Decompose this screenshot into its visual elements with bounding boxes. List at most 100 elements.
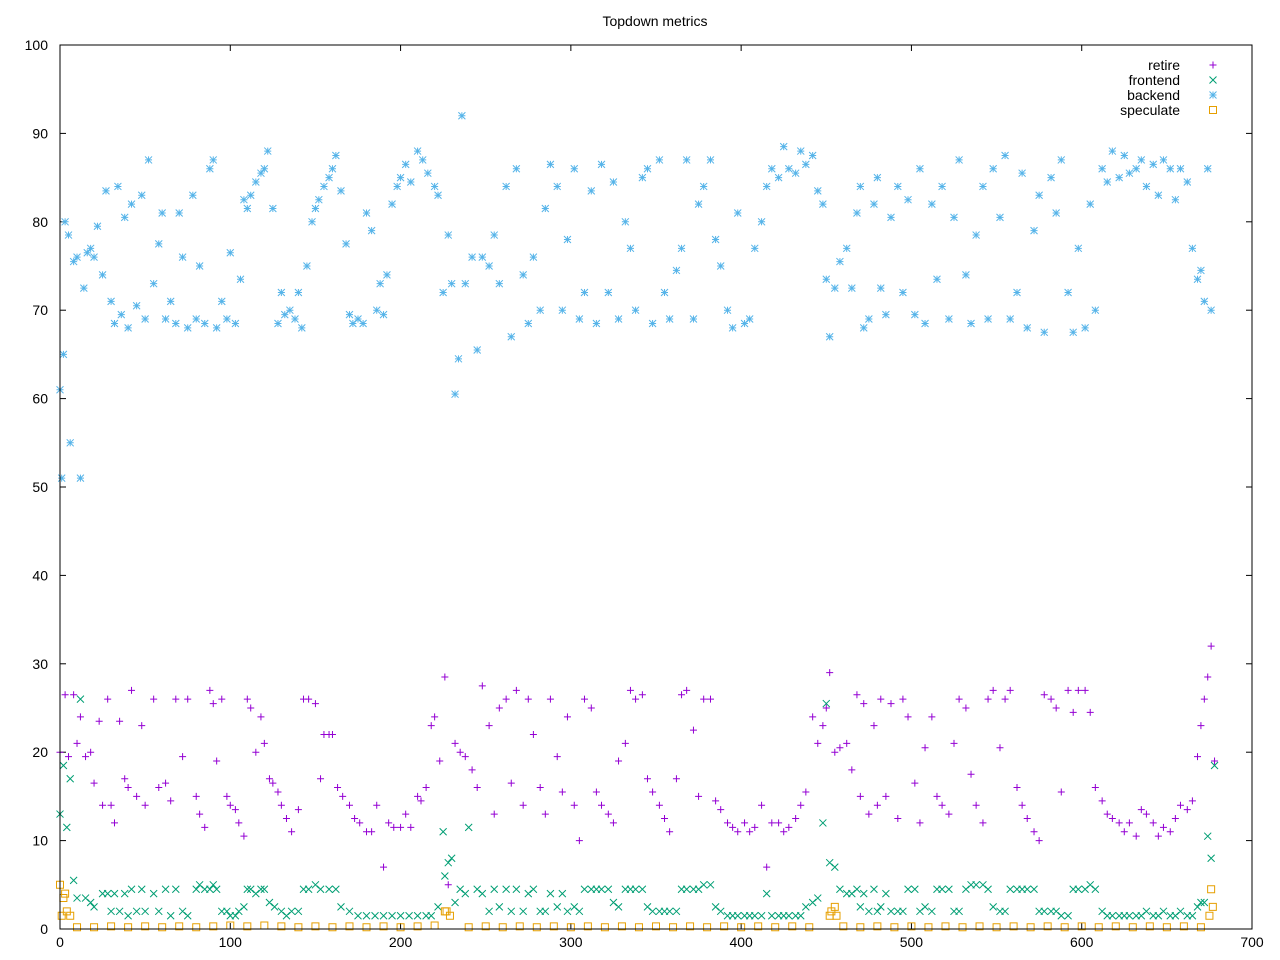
backend-point [76,474,85,483]
backend-point [507,332,516,341]
y-tick-label: 40 [32,567,48,583]
speculate-point [1111,922,1120,931]
retire-point [265,775,273,783]
speculate-point [924,923,933,932]
frontend-point [733,911,742,920]
retire-point [700,695,708,703]
frontend-point [444,858,453,867]
backend-point [137,191,146,200]
retire-point [95,717,103,725]
backend-point [325,173,333,182]
speculate-point [57,911,66,920]
backend-point [1006,315,1015,323]
backend-point [447,279,456,288]
frontend-point [345,907,354,916]
retire-point [1207,642,1215,650]
frontend-point [1091,885,1100,894]
retire-point [746,828,754,836]
backend-point [468,253,476,262]
backend-point [757,217,766,226]
retire-point [402,810,410,818]
backend-point [1197,266,1205,275]
frontend-point [836,885,844,894]
backend-point [231,319,240,328]
frontend-point [648,907,657,916]
backend-point [796,147,805,155]
backend-point [277,288,286,297]
backend-point [813,187,822,195]
backend-point [246,191,255,200]
retire-point [1159,823,1167,831]
retire-point [305,695,313,703]
retire-point [104,695,112,703]
retire-point [751,823,759,831]
frontend-point [243,885,252,894]
y-tick-label: 60 [32,391,48,407]
backend-point [740,319,749,328]
retire-point [689,726,697,734]
frontend-point [495,903,504,911]
backend-point [597,160,606,169]
backend-point [132,301,141,310]
backend-point [1013,288,1021,297]
backend-point [430,182,439,191]
backend-point [1001,151,1009,160]
retire-point [609,819,617,827]
backend-point [61,217,69,226]
backend-point [955,156,963,164]
backend-point [393,182,402,191]
retire-point [768,819,776,827]
speculate-point [771,923,780,932]
backend-point [745,315,754,323]
speculate-point [907,922,916,931]
retire-point [206,686,214,694]
frontend-point [972,880,980,889]
retire-point [916,819,924,827]
retire-point [666,828,674,836]
backend-point [161,315,170,323]
frontend-point [580,885,589,894]
frontend-point [62,823,71,832]
frontend-point [212,885,221,894]
retire-point [407,823,415,831]
backend-point [825,332,834,341]
retire-point [734,828,742,836]
retire-point [1064,686,1072,694]
retire-point [843,739,851,747]
retire-point [712,797,720,805]
x-tick-label: 0 [56,934,64,950]
speculate-point [1205,911,1214,920]
speculate-point [59,894,68,903]
retire-point [904,713,912,721]
frontend-point [149,889,158,898]
backend-point [1203,164,1212,173]
backend-point [57,474,66,483]
retire-point [921,744,929,752]
backend-point [1200,297,1209,306]
frontend-point [304,885,313,894]
speculate-point [209,922,218,931]
backend-point [962,270,970,279]
backend-point [655,156,664,164]
retire-point [695,792,703,800]
retire-point [1149,819,1157,827]
y-tick-label: 10 [32,833,48,849]
speculate-point [992,923,1001,932]
backend-point [1159,156,1168,164]
backend-point [263,147,272,155]
retire-point [294,806,302,814]
backend-point [226,248,235,257]
backend-point [945,315,953,323]
speculate-point [445,911,454,920]
speculate-point [1162,923,1171,932]
retire-point [1197,722,1205,730]
frontend-point [1210,761,1219,770]
frontend-point [451,898,459,907]
y-tick-label: 80 [32,214,48,230]
backend-point [822,275,831,284]
backend-point [240,195,248,204]
retire-point [1176,801,1184,809]
frontend-point [434,903,442,911]
retire-point [218,695,226,703]
retire-point [1120,828,1128,836]
